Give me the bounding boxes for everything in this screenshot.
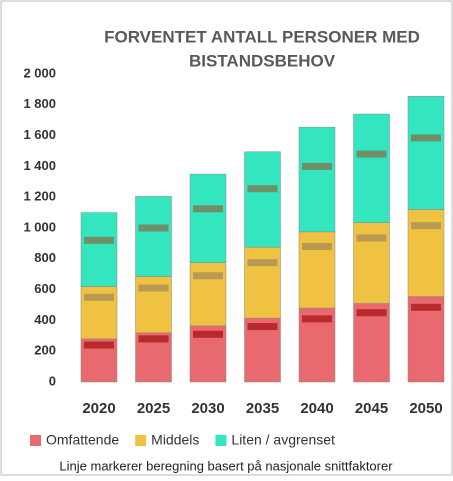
marker-line	[411, 134, 441, 142]
marker-line	[247, 259, 278, 267]
y-tick-label: 800	[34, 250, 56, 265]
bar-segment	[353, 113, 390, 223]
y-tick-label: 2 000	[23, 65, 56, 80]
legend-swatch	[135, 435, 147, 446]
marker-line	[84, 341, 114, 349]
y-tick-label: 200	[34, 343, 56, 358]
bar-segment	[135, 196, 172, 277]
marker-line	[302, 315, 332, 323]
y-tick-label: 1 400	[23, 158, 56, 173]
legend-label: Omfattende	[46, 432, 119, 448]
marker-line	[138, 284, 169, 292]
marker-line	[84, 236, 114, 244]
x-tick-label: 2030	[191, 400, 224, 417]
chart-title: BISTANDSBEHOV	[189, 51, 336, 70]
x-tick-label: 2045	[355, 400, 388, 417]
bar-segment	[80, 212, 118, 287]
bar-segment	[189, 262, 227, 327]
chart-title: FORVENTET ANTALL PERSONER MED	[104, 27, 420, 46]
y-tick-label: 1 600	[23, 127, 56, 142]
y-tick-label: 0	[49, 373, 56, 388]
marker-line	[356, 234, 387, 242]
marker-line	[302, 242, 332, 250]
marker-line	[247, 323, 278, 331]
marker-line	[138, 335, 169, 343]
x-tick-label: 2050	[409, 400, 442, 417]
y-tick-label: 1 200	[23, 189, 56, 204]
bar-segment	[244, 151, 281, 248]
marker-line	[247, 185, 278, 193]
legend-label: Middels	[151, 432, 199, 448]
bar-segment	[407, 96, 445, 210]
marker-line	[356, 309, 387, 317]
marker-line	[193, 205, 223, 213]
bar-segment	[244, 247, 281, 319]
bar-segment	[298, 126, 336, 233]
y-tick-label: 600	[34, 281, 56, 296]
marker-line	[84, 293, 114, 301]
bar-segment	[353, 303, 390, 383]
marker-line	[138, 224, 169, 232]
caption: Linje markerer beregning basert på nasjo…	[59, 458, 393, 473]
x-tick-label: 2040	[300, 400, 333, 417]
marker-line	[411, 222, 441, 230]
y-tick-label: 1 800	[23, 96, 56, 111]
x-tick-label: 2035	[246, 400, 279, 417]
marker-line	[193, 330, 223, 338]
marker-line	[302, 162, 332, 170]
bar-segment	[189, 173, 227, 263]
marker-line	[411, 303, 441, 311]
marker-line	[356, 150, 387, 158]
legend-swatch	[215, 435, 227, 446]
x-tick-label: 2020	[82, 400, 115, 417]
marker-line	[193, 272, 223, 280]
x-tick-label: 2025	[137, 400, 170, 417]
y-tick-label: 1 000	[23, 219, 56, 234]
y-tick-label: 400	[34, 312, 56, 327]
legend-swatch	[30, 435, 41, 446]
legend-label: Liten / avgrenset	[231, 432, 335, 448]
